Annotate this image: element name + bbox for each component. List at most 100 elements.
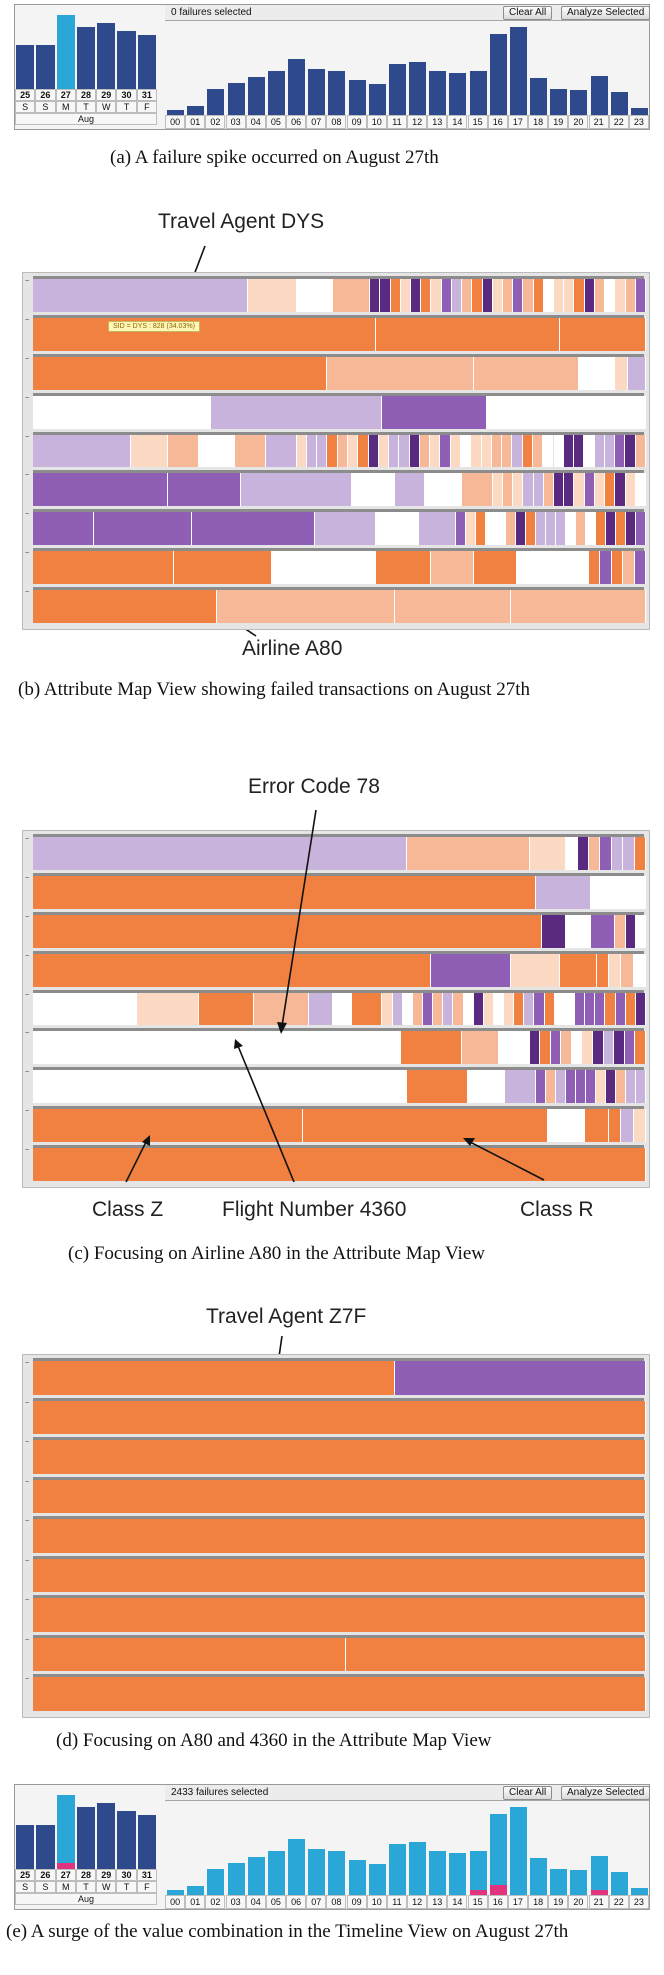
attribute-cell-small[interactable] bbox=[485, 512, 496, 546]
attribute-cell[interactable] bbox=[547, 1109, 585, 1143]
attribute-cell-small[interactable] bbox=[533, 279, 544, 312]
attribute-cell[interactable] bbox=[370, 1070, 407, 1104]
attribute-cell-small[interactable] bbox=[571, 1031, 583, 1065]
attribute-cell-small[interactable] bbox=[584, 473, 595, 507]
attribute-cell-small[interactable] bbox=[545, 1070, 556, 1104]
row-collapse-toggle[interactable]: − bbox=[25, 1478, 30, 1486]
row-collapse-toggle[interactable]: − bbox=[25, 1439, 30, 1447]
attribute-cell-small[interactable] bbox=[402, 992, 413, 1026]
hour-bar[interactable] bbox=[409, 1842, 427, 1895]
attribute-cell-small[interactable] bbox=[443, 992, 454, 1026]
attribute-cell-small[interactable] bbox=[475, 512, 486, 546]
attribute-cell[interactable] bbox=[167, 473, 242, 507]
attribute-cell[interactable] bbox=[33, 356, 328, 390]
attribute-cell-small[interactable] bbox=[492, 473, 503, 507]
attribute-cell-small[interactable] bbox=[483, 992, 494, 1026]
attribute-cell-small[interactable] bbox=[611, 551, 624, 585]
attribute-cell[interactable] bbox=[216, 1031, 364, 1065]
hour-bar[interactable] bbox=[187, 1886, 205, 1895]
attribute-cell-small[interactable] bbox=[564, 992, 576, 1026]
hour-bar[interactable] bbox=[348, 79, 366, 115]
attribute-cell[interactable] bbox=[137, 992, 199, 1026]
attribute-cell-small[interactable] bbox=[347, 434, 359, 468]
attribute-cell[interactable] bbox=[505, 1070, 536, 1104]
attribute-cell-small[interactable] bbox=[430, 434, 441, 468]
attribute-cell-small[interactable] bbox=[605, 992, 616, 1026]
attribute-cell[interactable] bbox=[529, 837, 567, 870]
attribute-cell-small[interactable] bbox=[502, 473, 514, 507]
attribute-cell[interactable] bbox=[400, 1031, 463, 1065]
attribute-cell[interactable] bbox=[474, 356, 579, 390]
attribute-cell-small[interactable] bbox=[625, 1070, 636, 1104]
attribute-cell[interactable] bbox=[308, 992, 334, 1026]
attribute-cell[interactable] bbox=[33, 1361, 395, 1395]
attribute-cell-small[interactable] bbox=[544, 992, 555, 1026]
row-collapse-toggle[interactable]: − bbox=[25, 1597, 30, 1605]
hour-bar[interactable] bbox=[630, 1887, 648, 1895]
day-bar[interactable] bbox=[97, 1803, 116, 1869]
attribute-cell-small[interactable] bbox=[317, 434, 328, 468]
attribute-cell-small[interactable] bbox=[481, 434, 492, 468]
attribute-cell-small[interactable] bbox=[421, 279, 432, 312]
attribute-cell-small[interactable] bbox=[492, 279, 503, 312]
attribute-cell-small[interactable] bbox=[585, 992, 596, 1026]
row-collapse-toggle[interactable]: − bbox=[25, 511, 30, 519]
attribute-cell-small[interactable] bbox=[524, 992, 535, 1026]
attribute-cell-small[interactable] bbox=[525, 512, 536, 546]
attribute-cell[interactable] bbox=[511, 953, 561, 987]
attribute-cell-small[interactable] bbox=[625, 473, 636, 507]
attribute-cell-small[interactable] bbox=[306, 434, 318, 468]
attribute-cell-small[interactable] bbox=[462, 279, 473, 312]
attribute-cell-small[interactable] bbox=[566, 837, 578, 870]
day-bar[interactable] bbox=[97, 23, 116, 89]
attribute-cell[interactable] bbox=[462, 473, 493, 507]
hour-bar[interactable] bbox=[489, 1814, 507, 1895]
row-collapse-toggle[interactable]: − bbox=[25, 836, 30, 843]
attribute-cell[interactable] bbox=[33, 279, 248, 312]
attribute-cell-small[interactable] bbox=[593, 1031, 604, 1065]
attribute-cell[interactable] bbox=[425, 473, 463, 507]
attribute-cell-small[interactable] bbox=[635, 473, 646, 507]
attribute-cell[interactable] bbox=[33, 914, 542, 948]
attribute-cell-small[interactable] bbox=[472, 279, 483, 312]
attribute-cell-small[interactable] bbox=[600, 551, 612, 585]
attribute-cell-small[interactable] bbox=[603, 1031, 615, 1065]
attribute-cell-small[interactable] bbox=[400, 279, 411, 312]
attribute-cell-small[interactable] bbox=[399, 434, 410, 468]
attribute-cell[interactable] bbox=[241, 473, 352, 507]
attribute-cell[interactable] bbox=[33, 434, 132, 468]
attribute-cell[interactable] bbox=[235, 1070, 371, 1104]
row-collapse-toggle[interactable]: − bbox=[25, 1030, 30, 1038]
hour-bar[interactable] bbox=[388, 1843, 406, 1895]
attribute-cell-small[interactable] bbox=[368, 434, 379, 468]
hour-bar[interactable] bbox=[590, 76, 608, 115]
attribute-cell-small[interactable] bbox=[327, 434, 338, 468]
attribute-cell-small[interactable] bbox=[535, 1070, 546, 1104]
hour-bar[interactable] bbox=[348, 1859, 366, 1895]
attribute-cell-small[interactable] bbox=[553, 434, 564, 468]
attribute-cell-small[interactable] bbox=[596, 953, 610, 987]
attribute-cell-small[interactable] bbox=[513, 279, 524, 312]
attribute-cell[interactable] bbox=[584, 395, 646, 429]
hour-bar[interactable] bbox=[590, 1856, 608, 1895]
attribute-cell[interactable] bbox=[566, 914, 591, 948]
attribute-cell-small[interactable] bbox=[565, 512, 576, 546]
attribute-cell-small[interactable] bbox=[574, 279, 585, 312]
hour-bar[interactable] bbox=[469, 71, 487, 115]
attribute-cell-small[interactable] bbox=[605, 473, 616, 507]
hour-bar[interactable] bbox=[207, 1868, 225, 1895]
attribute-cell[interactable] bbox=[33, 1558, 646, 1593]
attribute-cell-small[interactable] bbox=[554, 279, 565, 312]
row-collapse-toggle[interactable]: − bbox=[25, 1147, 30, 1155]
hour-bar[interactable] bbox=[530, 78, 548, 115]
attribute-cell-small[interactable] bbox=[595, 512, 606, 546]
analyze-selected-button[interactable]: Analyze Selected bbox=[561, 6, 651, 20]
analyze-selected-button-e[interactable]: Analyze Selected bbox=[561, 1786, 651, 1800]
attribute-cell-small[interactable] bbox=[575, 992, 586, 1026]
day-bar[interactable] bbox=[76, 1806, 96, 1869]
attribute-cell-small[interactable] bbox=[382, 992, 393, 1026]
attribute-cell[interactable] bbox=[253, 992, 309, 1026]
row-collapse-toggle[interactable]: − bbox=[25, 1108, 30, 1116]
row-collapse-toggle[interactable]: − bbox=[25, 278, 30, 285]
row-collapse-toggle[interactable]: − bbox=[25, 1069, 30, 1077]
